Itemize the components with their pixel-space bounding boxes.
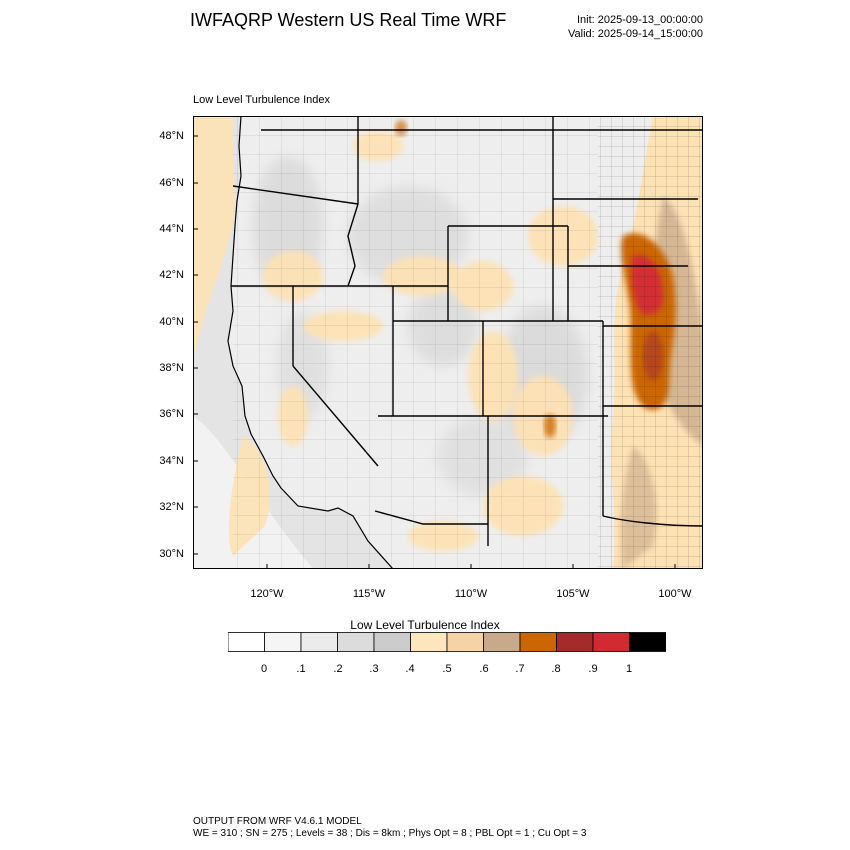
- colorbar-label: .2: [333, 663, 343, 675]
- lat-label: 44°N: [159, 223, 184, 235]
- lat-label: 30°N: [159, 548, 184, 560]
- lat-label: 48°N: [159, 130, 184, 142]
- colorbar-cell: [556, 632, 594, 652]
- offshore-turbulence-north: [193, 116, 235, 356]
- colorbar-label: .9: [588, 663, 598, 675]
- lat-label: 36°N: [159, 408, 184, 420]
- colorbar-cell: [629, 632, 666, 652]
- colorbar-label: .3: [369, 663, 379, 675]
- colorbar-cell: [519, 632, 557, 652]
- county-boundaries-west: [233, 116, 598, 569]
- map-title: IWFAQRP Western US Real Time WRF: [190, 10, 507, 30]
- init-time: Init: 2025-09-13_00:00:00: [577, 14, 703, 26]
- lon-label: 110°W: [454, 588, 488, 600]
- colorbar-title: Low Level Turbulence Index: [350, 618, 500, 632]
- lat-label: 38°N: [159, 362, 184, 374]
- state-borders: [231, 116, 703, 546]
- map-ticks: [193, 135, 676, 569]
- colorbar-cell: [337, 632, 375, 652]
- colorbar-cell: [264, 632, 302, 652]
- lon-label: 105°W: [556, 588, 590, 600]
- county-boundaries-east: [598, 116, 703, 569]
- turbulence-map: [193, 116, 703, 569]
- colorbar-cell: [300, 632, 338, 652]
- colorbar-label: .5: [442, 663, 452, 675]
- colorbar-cell: [592, 632, 630, 652]
- lat-label: 46°N: [159, 177, 184, 189]
- colorbar-cell: [228, 632, 265, 652]
- colorbar-label: .4: [405, 663, 415, 675]
- colorbar-label: .8: [551, 663, 561, 675]
- colorbar-cell: [410, 632, 448, 652]
- field-label: Low Level Turbulence Index: [193, 94, 330, 106]
- colorbar-label: 1: [625, 663, 633, 675]
- lat-label: 34°N: [159, 455, 184, 467]
- lon-label: 115°W: [352, 588, 386, 600]
- model-info-line1: OUTPUT FROM WRF V4.6.1 MODEL: [193, 816, 362, 827]
- model-info-line2: WE = 310 ; SN = 275 ; Levels = 38 ; Dis …: [193, 828, 587, 839]
- lon-label: 120°W: [250, 588, 284, 600]
- colorbar-label: .7: [515, 663, 525, 675]
- lon-label: 100°W: [658, 588, 692, 600]
- lat-label: 40°N: [159, 316, 184, 328]
- colorbar-label: .1: [296, 663, 306, 675]
- colorbar-label: .6: [479, 663, 489, 675]
- lat-label: 32°N: [159, 501, 184, 513]
- colorbar-cell: [483, 632, 521, 652]
- colorbar-cell: [373, 632, 411, 652]
- map-frame: [193, 116, 703, 569]
- lat-label: 42°N: [159, 269, 184, 281]
- colorbar: [228, 632, 666, 652]
- colorbar-label: 0: [260, 663, 268, 675]
- valid-time: Valid: 2025-09-14_15:00:00: [568, 28, 703, 40]
- colorbar-cell: [446, 632, 484, 652]
